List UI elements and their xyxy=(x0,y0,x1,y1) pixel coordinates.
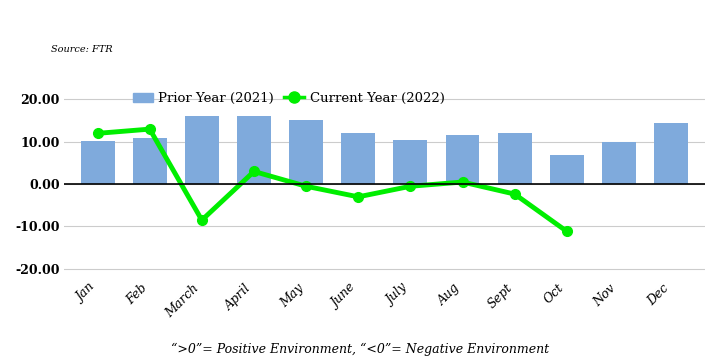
Bar xyxy=(81,141,114,184)
Bar xyxy=(446,135,480,184)
Bar xyxy=(237,116,271,184)
Text: “>0”= Positive Environment, “<0”= Negative Environment: “>0”= Positive Environment, “<0”= Negati… xyxy=(171,343,549,356)
Bar xyxy=(132,138,166,184)
Bar xyxy=(341,132,375,184)
Legend: Prior Year (2021), Current Year (2022): Prior Year (2021), Current Year (2022) xyxy=(128,87,450,110)
Bar xyxy=(550,154,584,184)
Bar xyxy=(498,133,531,184)
Bar xyxy=(393,140,428,184)
Bar xyxy=(654,123,688,184)
Text: Source: FTR: Source: FTR xyxy=(51,45,112,54)
Bar xyxy=(289,120,323,184)
Bar xyxy=(602,142,636,184)
Bar xyxy=(185,116,219,184)
